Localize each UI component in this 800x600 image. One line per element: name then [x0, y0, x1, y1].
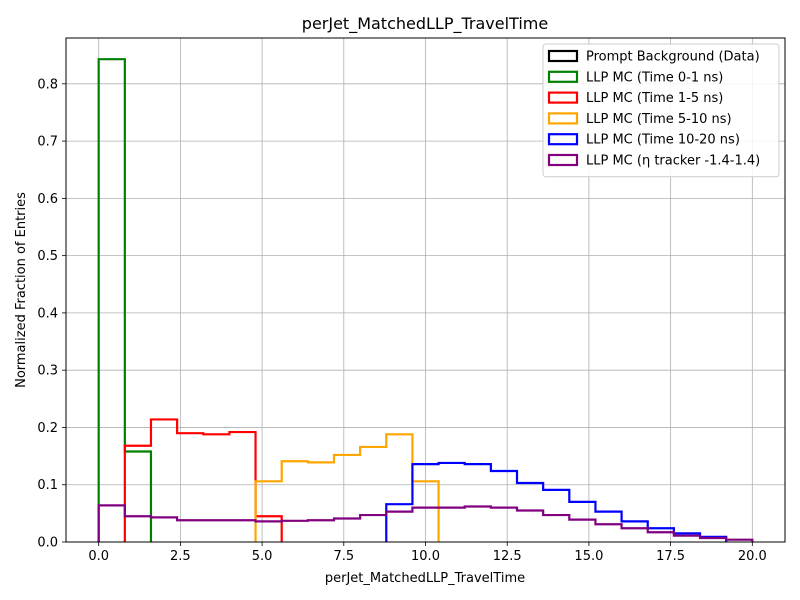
legend-label: LLP MC (η tracker -1.4-1.4)	[586, 154, 760, 169]
x-tick-label: 20.0	[738, 549, 767, 564]
legend-box	[542, 43, 780, 178]
legend-swatch	[547, 112, 579, 125]
legend: Prompt Background (Data) LLP MC (Time 0-1…	[542, 43, 780, 178]
legend-label: LLP MC (Time 0-1 ns)	[586, 70, 723, 85]
y-tick-label: 0.4	[37, 306, 58, 321]
legend-swatch	[547, 49, 579, 63]
legend-label: Prompt Background (Data)	[586, 50, 760, 65]
x-tick-label: 7.5	[333, 549, 354, 564]
y-axis-label: Normalized Fraction of Entries	[14, 192, 29, 388]
y-axis: 0.0 0.1 0.2 0.3 0.4 0.5 0.6 0.7 0.8	[37, 77, 66, 551]
y-tick-label: 0.3	[37, 364, 58, 379]
x-tick-label: 5.0	[252, 549, 273, 564]
y-tick-label: 0.6	[37, 192, 58, 207]
y-tick-label: 0.0	[37, 536, 58, 551]
x-tick-label: 12.5	[493, 549, 522, 564]
x-tick-label: 2.5	[170, 549, 191, 564]
y-tick-label: 0.7	[37, 135, 58, 150]
legend-swatch	[547, 133, 579, 146]
legend-label: LLP MC (Time 1-5 ns)	[586, 91, 723, 106]
x-tick-label: 0.0	[88, 549, 109, 564]
x-axis-label: perJet_MatchedLLP_TravelTime	[325, 571, 525, 586]
y-tick-label: 0.5	[37, 249, 58, 264]
x-tick-label: 10.0	[411, 549, 440, 564]
y-tick-label: 0.8	[37, 77, 58, 92]
legend-swatch	[547, 70, 579, 83]
series-step-llp-mc-tracker-1-4-1-4	[97, 504, 754, 542]
legend-swatch	[547, 91, 579, 104]
series-step-llp-mc-time-5-10-ns	[254, 433, 440, 542]
series-layer	[97, 58, 754, 542]
series-step-llp-mc-time-0-1-ns	[97, 58, 153, 542]
legend-label: LLP MC (Time 5-10 ns)	[586, 112, 732, 127]
x-axis: 0.0 2.5 5.0 7.5 10.0 12.5 15.0 17.5 20.0	[88, 542, 767, 564]
x-tick-label: 15.0	[574, 549, 603, 564]
chart-title: perJet_MatchedLLP_TravelTime	[302, 14, 548, 34]
series-step-llp-mc-time-10-20-ns	[385, 461, 728, 542]
y-tick-label: 0.2	[37, 421, 58, 436]
y-tick-label: 0.1	[37, 478, 58, 493]
legend-label: LLP MC (Time 10-20 ns)	[586, 133, 740, 148]
x-tick-label: 17.5	[656, 549, 685, 564]
legend-swatch	[547, 153, 579, 167]
